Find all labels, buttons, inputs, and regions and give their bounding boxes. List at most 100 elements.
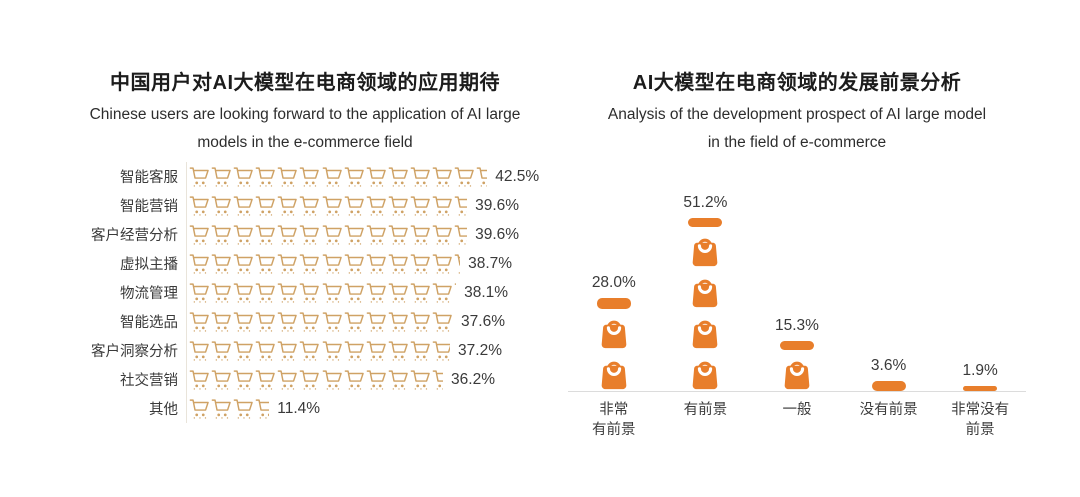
pictogram-row: 社交营销 36.2% xyxy=(56,365,554,394)
shopping-cart-icon xyxy=(211,225,231,245)
shopping-cart-icon xyxy=(233,341,253,361)
category-label: 物流管理 xyxy=(120,286,178,302)
shopping-cart-icon xyxy=(233,167,253,187)
shopping-cart-icon xyxy=(233,399,253,419)
shopping-cart-icon xyxy=(322,341,342,361)
shopping-cart-icon xyxy=(454,196,468,216)
left-chart-panel: 中国用户对AI大模型在电商领域的应用期待 Chinese users are l… xyxy=(56,70,554,423)
right-chart-subtitle-line1: Analysis of the development prospect of … xyxy=(607,106,987,123)
shopping-bag-icon xyxy=(601,320,627,349)
pictogram-row: 智能客服 42.5% xyxy=(56,162,554,191)
pictogram-column: 51.2% xyxy=(660,173,752,391)
shopping-cart-icon xyxy=(233,254,253,274)
category-label: 智能客服 xyxy=(120,170,178,186)
axis-category-label-line: 非常 xyxy=(599,402,629,418)
shopping-bag-icon xyxy=(601,361,627,390)
shopping-cart-icon xyxy=(388,283,408,303)
shopping-cart-icon xyxy=(255,167,276,187)
value-label: 3.6% xyxy=(870,357,907,374)
shopping-cart-icon xyxy=(189,312,209,332)
axis-category-label: 一般 xyxy=(751,400,843,440)
pictogram-row: 客户经营分析 39.6% xyxy=(56,220,554,249)
shopping-cart-icon xyxy=(476,167,488,187)
shopping-cart-icon xyxy=(410,254,430,274)
shopping-cart-icon xyxy=(255,283,276,303)
icon-bar xyxy=(186,365,444,394)
shopping-cart-icon xyxy=(322,283,342,303)
right-chart-title: AI大模型在电商领域的发展前景分析 xyxy=(632,72,962,94)
shopping-cart-icon xyxy=(366,341,386,361)
value-label: 39.6% xyxy=(475,196,520,214)
icon-bar xyxy=(186,162,488,191)
icon-bar xyxy=(186,249,461,278)
left-chart-title: 中国用户对AI大模型在电商领域的应用期待 xyxy=(110,72,500,94)
axis-category-label: 非常没有 前景 xyxy=(934,400,1026,440)
shopping-cart-icon xyxy=(189,167,209,187)
shopping-cart-icon xyxy=(211,167,231,187)
partial-cart-icon xyxy=(432,339,451,362)
shopping-cart-icon xyxy=(366,196,386,216)
axis-category-label-line: 非常没有 xyxy=(951,402,1010,418)
shopping-cart-icon xyxy=(366,254,386,274)
shopping-cart-icon xyxy=(454,167,474,187)
value-label: 38.1% xyxy=(464,283,509,301)
shopping-cart-icon xyxy=(388,312,408,332)
partial-bag-icon xyxy=(871,381,906,391)
axis-category-label-line: 没有前景 xyxy=(859,402,918,418)
shopping-cart-icon xyxy=(233,312,253,332)
icon-bar xyxy=(186,278,457,307)
shopping-cart-icon xyxy=(255,254,276,274)
value-label: 15.3% xyxy=(775,317,819,334)
shopping-cart-icon xyxy=(255,341,276,361)
icon-bar xyxy=(186,336,451,365)
pictogram-row: 智能选品 37.6% xyxy=(56,307,554,336)
shopping-cart-icon xyxy=(255,370,276,390)
shopping-cart-icon xyxy=(255,312,276,332)
shopping-cart-icon xyxy=(322,225,342,245)
shopping-cart-icon xyxy=(211,399,231,419)
axis-category-label-line: 有前景 xyxy=(592,422,636,438)
shopping-cart-icon xyxy=(300,196,320,216)
shopping-cart-icon xyxy=(388,254,408,274)
shopping-bag-icon xyxy=(693,238,718,267)
partial-cart-icon xyxy=(476,165,488,188)
shopping-cart-icon xyxy=(432,312,452,332)
shopping-cart-icon xyxy=(211,283,231,303)
partial-cart-icon xyxy=(432,310,453,333)
category-label: 其他 xyxy=(149,402,178,418)
shopping-cart-icon xyxy=(211,341,231,361)
right-chart-panel: AI大模型在电商领域的发展前景分析 Analysis of the develo… xyxy=(568,70,1026,440)
value-label: 38.7% xyxy=(468,254,513,272)
shopping-cart-icon xyxy=(344,196,364,216)
shopping-cart-icon xyxy=(410,225,430,245)
shopping-cart-icon xyxy=(344,225,364,245)
pictogram-column: 28.0% xyxy=(568,173,660,391)
shopping-cart-icon xyxy=(410,370,430,390)
axis-category-label-line: 前景 xyxy=(965,422,995,438)
shopping-cart-icon xyxy=(366,370,386,390)
shopping-cart-icon xyxy=(189,196,209,216)
shopping-cart-icon xyxy=(322,370,342,390)
shopping-cart-icon xyxy=(344,312,364,332)
shopping-cart-icon xyxy=(344,254,364,274)
shopping-cart-icon xyxy=(233,370,253,390)
axis-category-label: 没有前景 xyxy=(843,400,935,440)
partial-cart-icon xyxy=(432,368,444,391)
shopping-cart-icon xyxy=(300,283,320,303)
left-chart-subtitle: Chinese users are looking forward to the… xyxy=(56,101,554,157)
partial-cart-icon xyxy=(454,194,468,217)
shopping-cart-icon xyxy=(454,254,461,274)
icon-bar xyxy=(186,191,468,220)
shopping-cart-icon xyxy=(255,196,276,216)
shopping-cart-icon xyxy=(278,312,298,332)
partial-bag-icon xyxy=(688,218,723,227)
axis-category-label-line: 有前景 xyxy=(683,402,728,418)
shopping-cart-icon xyxy=(432,167,452,187)
partial-cart-icon xyxy=(454,252,461,275)
value-label: 39.6% xyxy=(475,225,520,243)
shopping-cart-icon xyxy=(410,341,430,361)
shopping-cart-icon xyxy=(255,399,270,419)
shopping-cart-icon xyxy=(300,341,320,361)
shopping-cart-icon xyxy=(410,196,430,216)
shopping-cart-icon xyxy=(211,254,231,274)
